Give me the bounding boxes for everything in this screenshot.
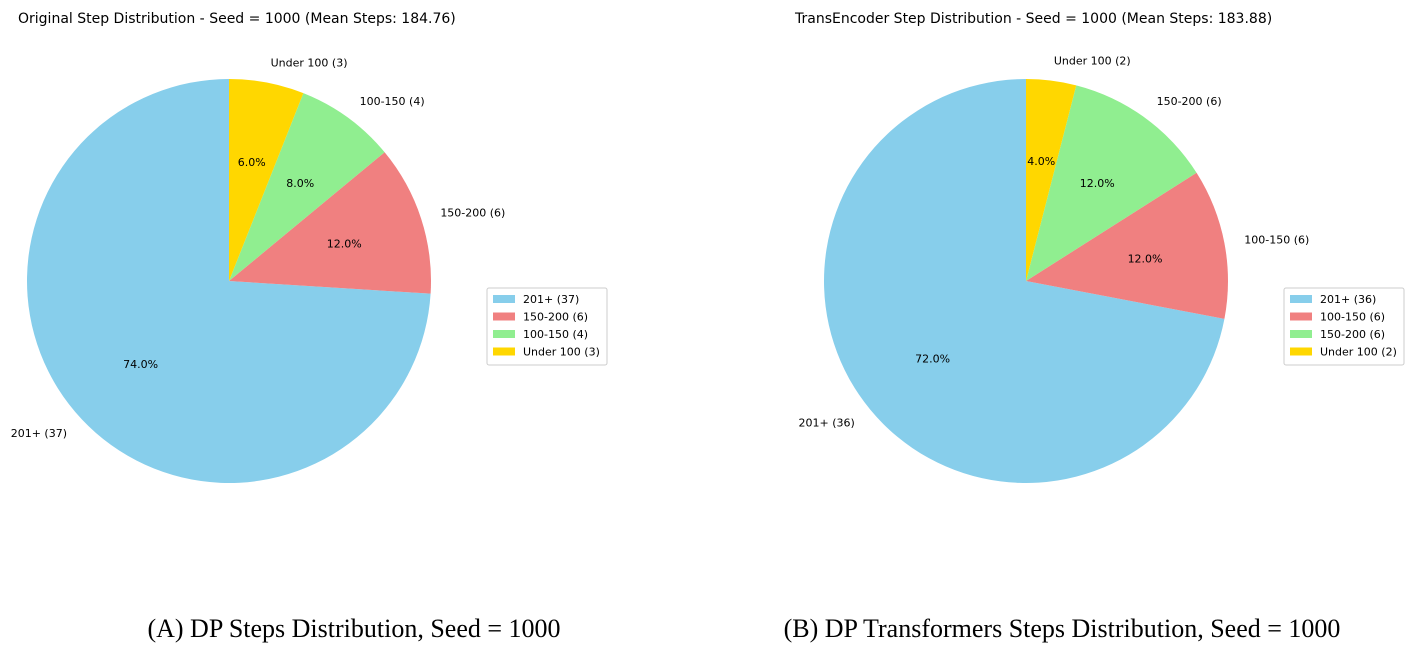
pie-slice [1026, 85, 1197, 282]
slice-label: 150-200 (6) [440, 206, 505, 219]
slice-label: 201+ (36) [798, 417, 854, 430]
pie-slice [1026, 79, 1077, 281]
slice-label: Under 100 (2) [1054, 55, 1131, 68]
slice-label: 100-150 (6) [1244, 233, 1309, 246]
slice-percent-label: 12.0% [1128, 252, 1163, 265]
chart-panel-a: Original Step Distribution - Seed = 1000… [0, 11, 708, 644]
caption-text: DP Steps Distribution, Seed = 1000 [190, 614, 561, 643]
slice-percent-label: 12.0% [1080, 177, 1115, 190]
legend-swatch [1290, 347, 1312, 356]
slice-percent-label: 74.0% [123, 358, 158, 371]
slice-percent-label: 72.0% [915, 352, 950, 365]
pie-chart-b: TransEncoder Step Distribution - Seed = … [794, 11, 1405, 483]
pie-slice [229, 79, 304, 281]
pie-slices [26, 79, 432, 483]
pie-slice [824, 79, 1225, 483]
pie-slice [1026, 172, 1228, 319]
chart-title: TransEncoder Step Distribution - Seed = … [794, 11, 1272, 27]
legend-entry: 201+ (36) [1320, 293, 1376, 306]
legend-entry: 150-200 (6) [1320, 328, 1385, 341]
legend-swatch [493, 347, 515, 356]
legend-swatch [1290, 295, 1312, 303]
legend-entry: 100-150 (6) [1320, 311, 1385, 324]
slice-percent-label: 8.0% [286, 177, 314, 190]
legend-swatch [1290, 312, 1312, 321]
slice-percent-label: 4.0% [1027, 155, 1055, 168]
slice-label: 150-200 (6) [1157, 95, 1222, 108]
legend-swatch [1290, 330, 1312, 338]
caption-tag: (A) [147, 614, 184, 643]
pie-slice [229, 93, 385, 281]
pie-slice [229, 152, 432, 294]
figure-caption-b: (B) DP Transformers Steps Distribution, … [708, 614, 1416, 644]
legend-swatch [493, 295, 515, 303]
legend-swatch [493, 312, 515, 321]
pie-labels: 72.0% 201+ (36) 12.0% 100-150 (6) 12.0% 150-2… [798, 55, 1309, 430]
pie-chart-a: Original Step Distribution - Seed = 1000… [11, 11, 608, 483]
legend-entry: 201+ (37) [523, 293, 579, 306]
legend: 201+ (37) 150-200 (6) 100-150 (4) Under 100… [486, 287, 608, 366]
slice-label: 201+ (37) [11, 427, 67, 440]
slice-percent-label: 12.0% [327, 238, 362, 251]
pie-slices [824, 79, 1228, 483]
legend-frame [486, 287, 608, 366]
caption-text: DP Transformers Steps Distribution, Seed… [824, 614, 1341, 643]
pie-labels: 74.0% 201+ (37) 12.0% 150-200 (6) 8.0% 100-15… [11, 57, 506, 440]
slice-label: 100-150 (4) [360, 95, 425, 108]
legend-entry: 100-150 (4) [523, 328, 588, 341]
pie-slice [26, 79, 431, 483]
chart-title: Original Step Distribution - Seed = 1000… [18, 11, 456, 27]
legend: 201+ (36) 100-150 (6) 150-200 (6) Under 100… [1283, 287, 1405, 366]
chart-panel-b: TransEncoder Step Distribution - Seed = … [708, 0, 1416, 648]
figure-caption-a: (A) DP Steps Distribution, Seed = 1000 [0, 614, 708, 644]
legend-entry: 150-200 (6) [523, 311, 588, 324]
legend-swatch [493, 330, 515, 338]
slice-label: Under 100 (3) [271, 57, 348, 70]
caption-tag: (B) [783, 614, 819, 643]
legend-frame [1283, 287, 1405, 366]
slice-percent-label: 6.0% [238, 156, 266, 169]
legend-entry: Under 100 (2) [1320, 346, 1397, 359]
legend-entry: Under 100 (3) [523, 346, 600, 359]
